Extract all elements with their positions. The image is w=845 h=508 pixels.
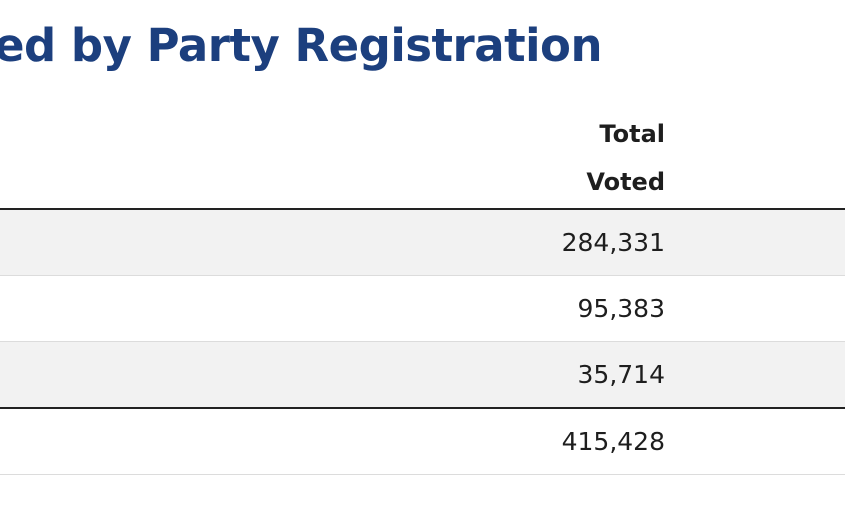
column-header-line-2: Voted bbox=[586, 168, 665, 196]
page-title: ed by Party Registration bbox=[0, 19, 603, 72]
table-row: 284,331 bbox=[0, 210, 845, 276]
table-total-row: 415,428 bbox=[0, 409, 845, 475]
total-voted-cell: 35,714 bbox=[577, 360, 665, 389]
column-header-total-voted: Total Voted bbox=[586, 110, 665, 206]
table-row: 95,383 bbox=[0, 276, 845, 342]
column-header-line-1: Total bbox=[599, 120, 665, 148]
total-voted-total-cell: 415,428 bbox=[561, 427, 665, 456]
total-voted-cell: 95,383 bbox=[577, 294, 665, 323]
table-row: 35,714 bbox=[0, 342, 845, 409]
table-header: Total Voted bbox=[0, 100, 845, 210]
turnout-table: Total Voted 284,331 95,383 35,714 415,42… bbox=[0, 100, 845, 475]
total-voted-cell: 284,331 bbox=[561, 228, 665, 257]
